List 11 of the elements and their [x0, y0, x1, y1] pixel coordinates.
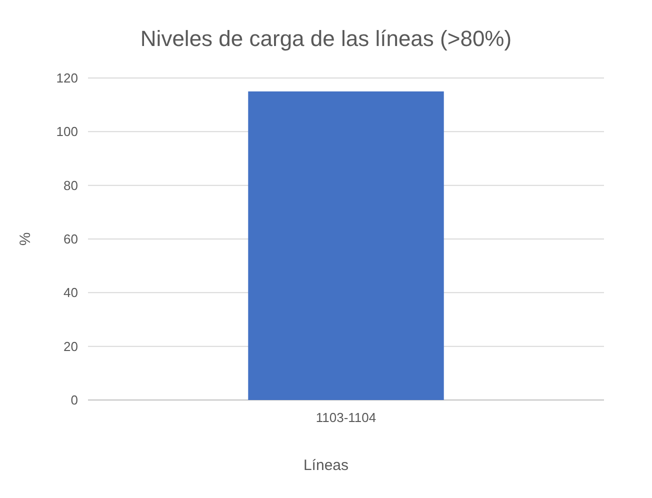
chart-title: Niveles de carga de las líneas (>80%) [140, 26, 512, 51]
y-tick-label: 60 [64, 232, 78, 247]
y-tick-label: 0 [70, 392, 78, 408]
y-tick-label: 100 [56, 124, 78, 140]
y-tick-label: 20 [64, 338, 78, 354]
x-axis-title: Líneas [303, 457, 349, 474]
y-tick-label: 120 [56, 70, 78, 86]
y-tick-label: 80 [64, 178, 78, 193]
y-tick-label: 40 [64, 285, 78, 300]
x-tick-label: 1103-1104 [316, 410, 376, 425]
y-axis-title: % [17, 232, 34, 246]
